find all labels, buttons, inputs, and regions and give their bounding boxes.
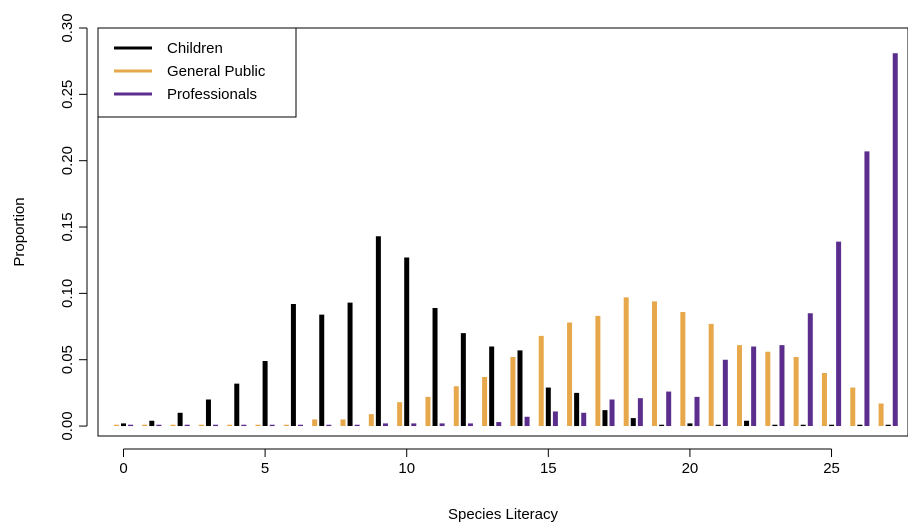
x-tick-label: 15 (540, 460, 557, 477)
legend-label-children: Children (167, 40, 223, 57)
legend-label-general-public: General Public (167, 63, 266, 80)
y-tick-label: 0.05 (59, 345, 76, 374)
x-tick-label: 5 (261, 460, 269, 477)
bars (113, 53, 898, 427)
legend-label-professionals: Professionals (167, 86, 257, 103)
y-axis: 0.00 0.05 0.10 0.15 0.20 0.25 0.30 (59, 13, 88, 441)
y-tick-label: 0.00 (59, 411, 76, 440)
x-tick-label: 0 (119, 460, 127, 477)
x-tick-label: 10 (398, 460, 415, 477)
y-tick-label: 0.25 (59, 80, 76, 109)
y-tick-label: 0.20 (59, 146, 76, 175)
y-tick-label: 0.15 (59, 212, 76, 241)
y-tick-label: 0.10 (59, 279, 76, 308)
y-axis-title: Proportion (11, 197, 28, 266)
y-tick-label: 0.30 (59, 13, 76, 42)
x-axis-title: Species Literacy (448, 506, 559, 523)
x-axis: 0 5 10 15 20 25 (119, 448, 840, 477)
legend: Children General Public Professionals (97, 27, 297, 118)
x-tick-label: 25 (823, 460, 840, 477)
plot-frame (97, 27, 908, 437)
x-tick-label: 20 (682, 460, 699, 477)
